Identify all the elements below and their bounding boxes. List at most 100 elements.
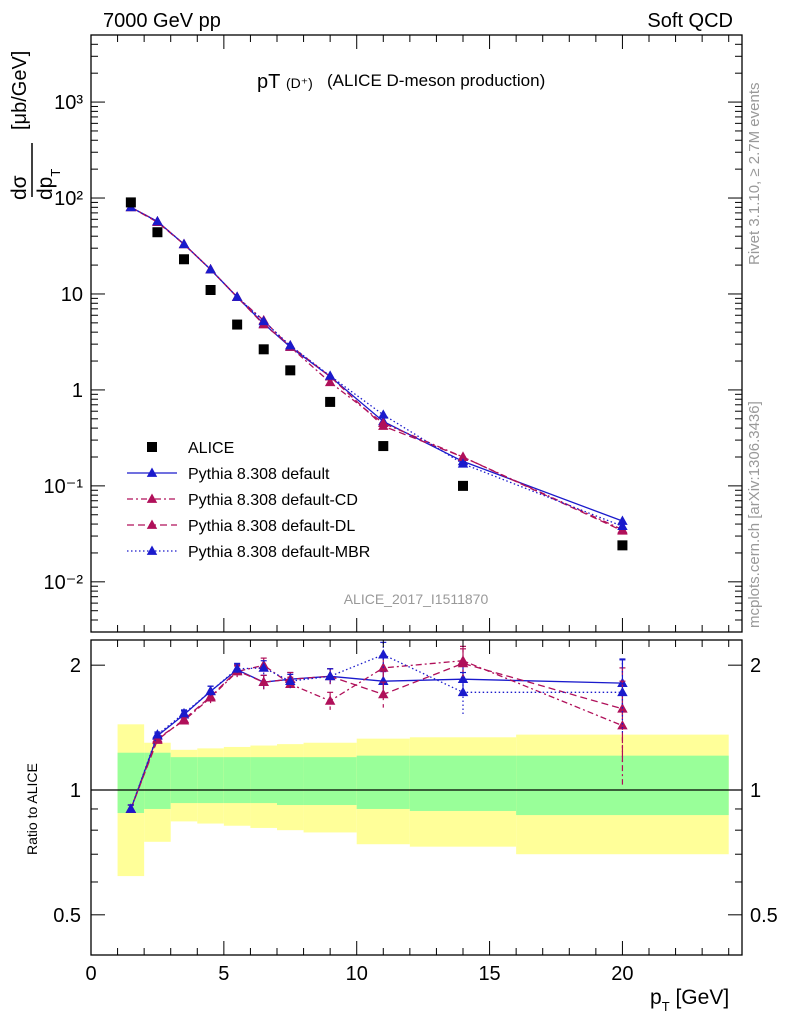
series-marker: [617, 520, 628, 531]
ratio-y-tick-label-right: 2: [750, 655, 761, 677]
series-line: [130, 206, 623, 527]
legend-label: Pythia 8.308 default-DL: [188, 518, 355, 535]
data-point: [617, 540, 628, 551]
ratio-series-marker: [258, 676, 269, 687]
chart-title: pT (D⁺) (ALICE D-meson production): [257, 71, 545, 93]
series-marker: [324, 370, 336, 380]
mcplots-label: mcplots.cern.ch [arXiv:1306.3436]: [746, 401, 763, 628]
stat-uncertainty-band: [303, 757, 357, 806]
data-point: [179, 254, 189, 265]
data-point: [378, 441, 389, 452]
stat-uncertainty-band: [356, 755, 410, 809]
ratio-y-label: Ratio to ALICE: [24, 763, 40, 855]
ratio-series-marker: [258, 662, 269, 672]
legend-label: Pythia 8.308 default: [188, 466, 330, 483]
y-tick-label: 10²: [54, 188, 83, 210]
data-point: [258, 344, 269, 355]
series-marker: [205, 263, 216, 274]
legend-label: Pythia 8.308 default-MBR: [188, 544, 370, 561]
series-marker: [285, 340, 296, 350]
y-tick-label: 1: [72, 380, 83, 402]
ratio-series-marker: [457, 657, 469, 668]
title-rest: (ALICE D-meson production): [327, 71, 545, 90]
y-tick-label: 10⁻¹: [44, 476, 84, 498]
legend: ALICE Pythia 8.308 default Pythia 8.308 de…: [127, 440, 370, 561]
ratio-y-tick-label: 1: [70, 780, 81, 802]
data-point: [125, 197, 136, 208]
ratio-frame: [90, 639, 743, 956]
y-label-num: dσ: [8, 175, 31, 200]
ratio-series-marker: [205, 685, 216, 696]
y-tick-label: 10: [61, 284, 83, 306]
series-marker: [378, 420, 389, 430]
legend-label: Pythia 8.308 default-CD: [188, 492, 358, 509]
analysis-label: ALICE_2017_I1511870: [344, 591, 489, 607]
series-marker: [617, 515, 628, 525]
ratio-series-marker: [457, 673, 469, 684]
stat-uncertainty-band: [170, 757, 198, 804]
ratio-series-marker: [378, 649, 389, 659]
ratio-series-marker: [457, 686, 469, 697]
ratio-panel: [125, 641, 628, 814]
data-point: [458, 480, 468, 491]
data-point: [285, 365, 296, 376]
y-tick-label: 10³: [54, 92, 83, 114]
x-tick-label: 0: [85, 963, 96, 985]
data-point: [205, 285, 216, 296]
axes: 10⁻² 10⁻¹ 1 10 10² 10³ 0 5 10 15 20 0.5 0.5 1 1 2 2: [44, 34, 778, 985]
ratio-series-marker: [152, 729, 163, 739]
x-tick-label: 5: [218, 963, 229, 985]
series-marker: [324, 376, 336, 387]
data-point: [325, 396, 336, 407]
legend-marker: [146, 493, 158, 503]
ratio-y-tick-label: 2: [70, 655, 81, 677]
stat-uncertainty-band: [516, 755, 729, 816]
x-axis-label: pT [GeV]: [650, 986, 729, 1014]
ratio-series-marker: [152, 734, 163, 744]
main-panel: [125, 197, 628, 551]
y-label-unit: [μb/GeV]: [9, 51, 31, 130]
ratio-series-marker: [617, 686, 628, 697]
ratio-series-marker: [231, 663, 243, 673]
legend-label-data: ALICE: [188, 440, 234, 457]
main-frame: [90, 34, 743, 633]
ratio-series-marker: [324, 670, 336, 681]
x-tick-label: 20: [611, 963, 633, 985]
rivet-label: Rivet 3.1.10, ≥ 2.7M events: [746, 83, 763, 266]
x-tick-label: 15: [478, 963, 500, 985]
stat-uncertainty-band: [197, 757, 224, 804]
stat-uncertainty-band: [223, 757, 251, 804]
series-marker: [378, 409, 389, 419]
legend-marker-data: [147, 442, 157, 452]
ratio-series-marker: [125, 803, 137, 813]
legend-marker: [146, 467, 158, 477]
x-tick-label: 10: [346, 963, 368, 985]
header-right: Soft QCD: [647, 10, 733, 32]
data-point: [232, 319, 243, 330]
series-marker: [231, 291, 243, 301]
series-marker: [457, 458, 469, 468]
ratio-series-marker: [285, 675, 296, 686]
ratio-series-marker: [178, 713, 190, 724]
ratio-series-marker: [378, 688, 389, 699]
series-marker: [152, 215, 163, 226]
title-main: pT: [257, 71, 280, 93]
ratio-y-tick-label: 0.5: [53, 905, 81, 927]
data-point: [152, 227, 163, 238]
uncertainty-bands: [91, 724, 742, 877]
stat-uncertainty-band: [250, 757, 277, 804]
stat-uncertainty-band: [277, 757, 304, 806]
ratio-series-marker: [205, 691, 216, 701]
ratio-y-tick-label-right: 1: [750, 780, 761, 802]
stat-uncertainty-band: [409, 755, 517, 811]
series-marker: [457, 451, 469, 461]
y-axis-label: dσ dpT [μb/GeV]: [8, 51, 63, 200]
series-marker: [258, 315, 269, 326]
title-sub: (D⁺): [286, 75, 313, 91]
series-marker: [178, 238, 190, 249]
legend-marker: [146, 545, 158, 555]
y-tick-label: 10⁻²: [44, 572, 84, 594]
ratio-series-marker: [324, 695, 336, 705]
legend-marker: [146, 519, 158, 529]
